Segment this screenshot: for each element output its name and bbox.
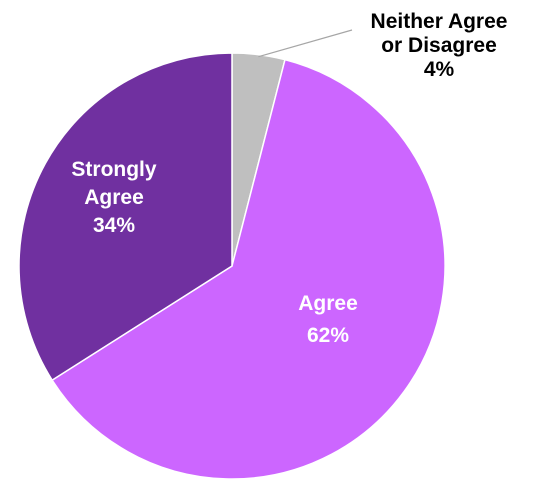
data-label-percent: 34%: [93, 214, 135, 237]
data-label-percent: 62%: [307, 324, 349, 347]
data-label-name-line: Neither Agree: [371, 10, 508, 33]
pie-slice-agree: [51, 58, 446, 479]
data-label-percent: 4%: [424, 58, 455, 81]
pie-slices: [18, 52, 446, 479]
leader-line-neither: [258, 29, 353, 58]
pie-slice-strongly-agree: [18, 52, 233, 382]
data-label-neither: Neither Agree or Disagree 4%: [371, 10, 508, 81]
data-label-agree: Agree 62%: [298, 292, 358, 347]
data-label-name-line: Agree: [84, 186, 144, 209]
data-label-name-line: Agree: [298, 292, 358, 315]
data-label-strongly-agree: Strongly Agree 34%: [71, 158, 156, 237]
pie-labels: Neither Agree or Disagree 4% Agree 62% Strong…: [71, 10, 507, 347]
data-label-name-line: Strongly: [71, 158, 156, 181]
data-label-name-line: or Disagree: [381, 34, 497, 57]
